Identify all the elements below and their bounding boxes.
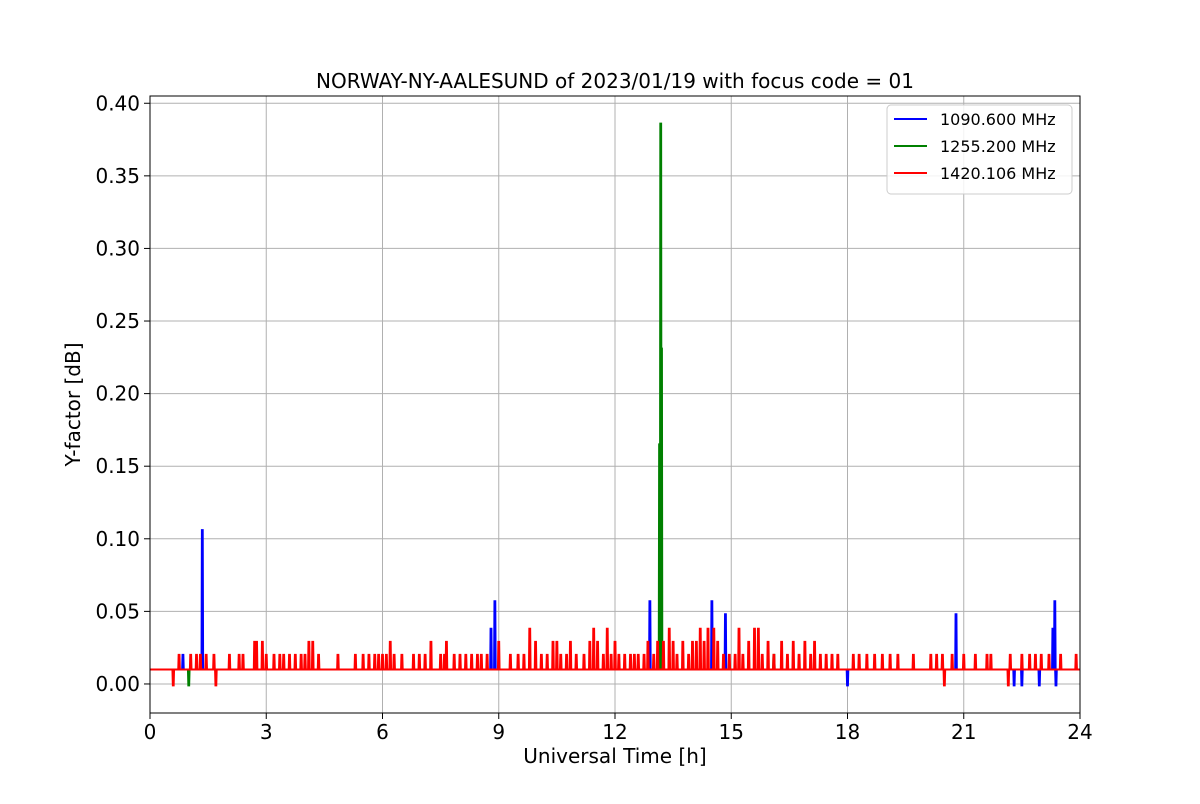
y-tick-label: 0.40 [95, 91, 140, 115]
y-axis-label: Y-factor [dB] [61, 342, 85, 467]
y-tick-label: 0.25 [95, 309, 140, 333]
x-tick-label: 21 [951, 720, 976, 744]
x-tick-label: 9 [492, 720, 505, 744]
x-tick-label: 18 [835, 720, 860, 744]
y-tick-label: 0.10 [95, 527, 140, 551]
x-tick-label: 6 [376, 720, 389, 744]
x-tick-label: 15 [719, 720, 744, 744]
legend-entry: 1255.200 MHz [940, 137, 1056, 156]
y-tick-label: 0.30 [95, 236, 140, 260]
x-tick-label: 0 [144, 720, 157, 744]
y-tick-label: 0.20 [95, 382, 140, 406]
chart-title: NORWAY-NY-AALESUND of 2023/01/19 with fo… [316, 69, 914, 93]
legend-entry: 1420.106 MHz [940, 164, 1056, 183]
ticks: 0 3 6 9 12 15 18 21 24 0.00 0.05 0.10 0.15 0.20 0.25 0.… [95, 91, 1092, 744]
x-tick-label: 12 [602, 720, 627, 744]
x-tick-label: 24 [1067, 720, 1092, 744]
x-axis-label: Universal Time [h] [523, 744, 706, 768]
legend-box [886, 104, 1073, 195]
x-tick-label: 3 [260, 720, 273, 744]
legend-entry: 1090.600 MHz [940, 110, 1056, 129]
series-layer [150, 122, 1080, 687]
y-tick-label: 0.35 [95, 164, 140, 188]
y-tick-label: 0.00 [95, 672, 140, 696]
legend: 1090.600 MHz 1255.200 MHz 1420.106 MHz [886, 104, 1073, 195]
y-tick-label: 0.15 [95, 454, 140, 478]
y-tick-label: 0.05 [95, 599, 140, 623]
